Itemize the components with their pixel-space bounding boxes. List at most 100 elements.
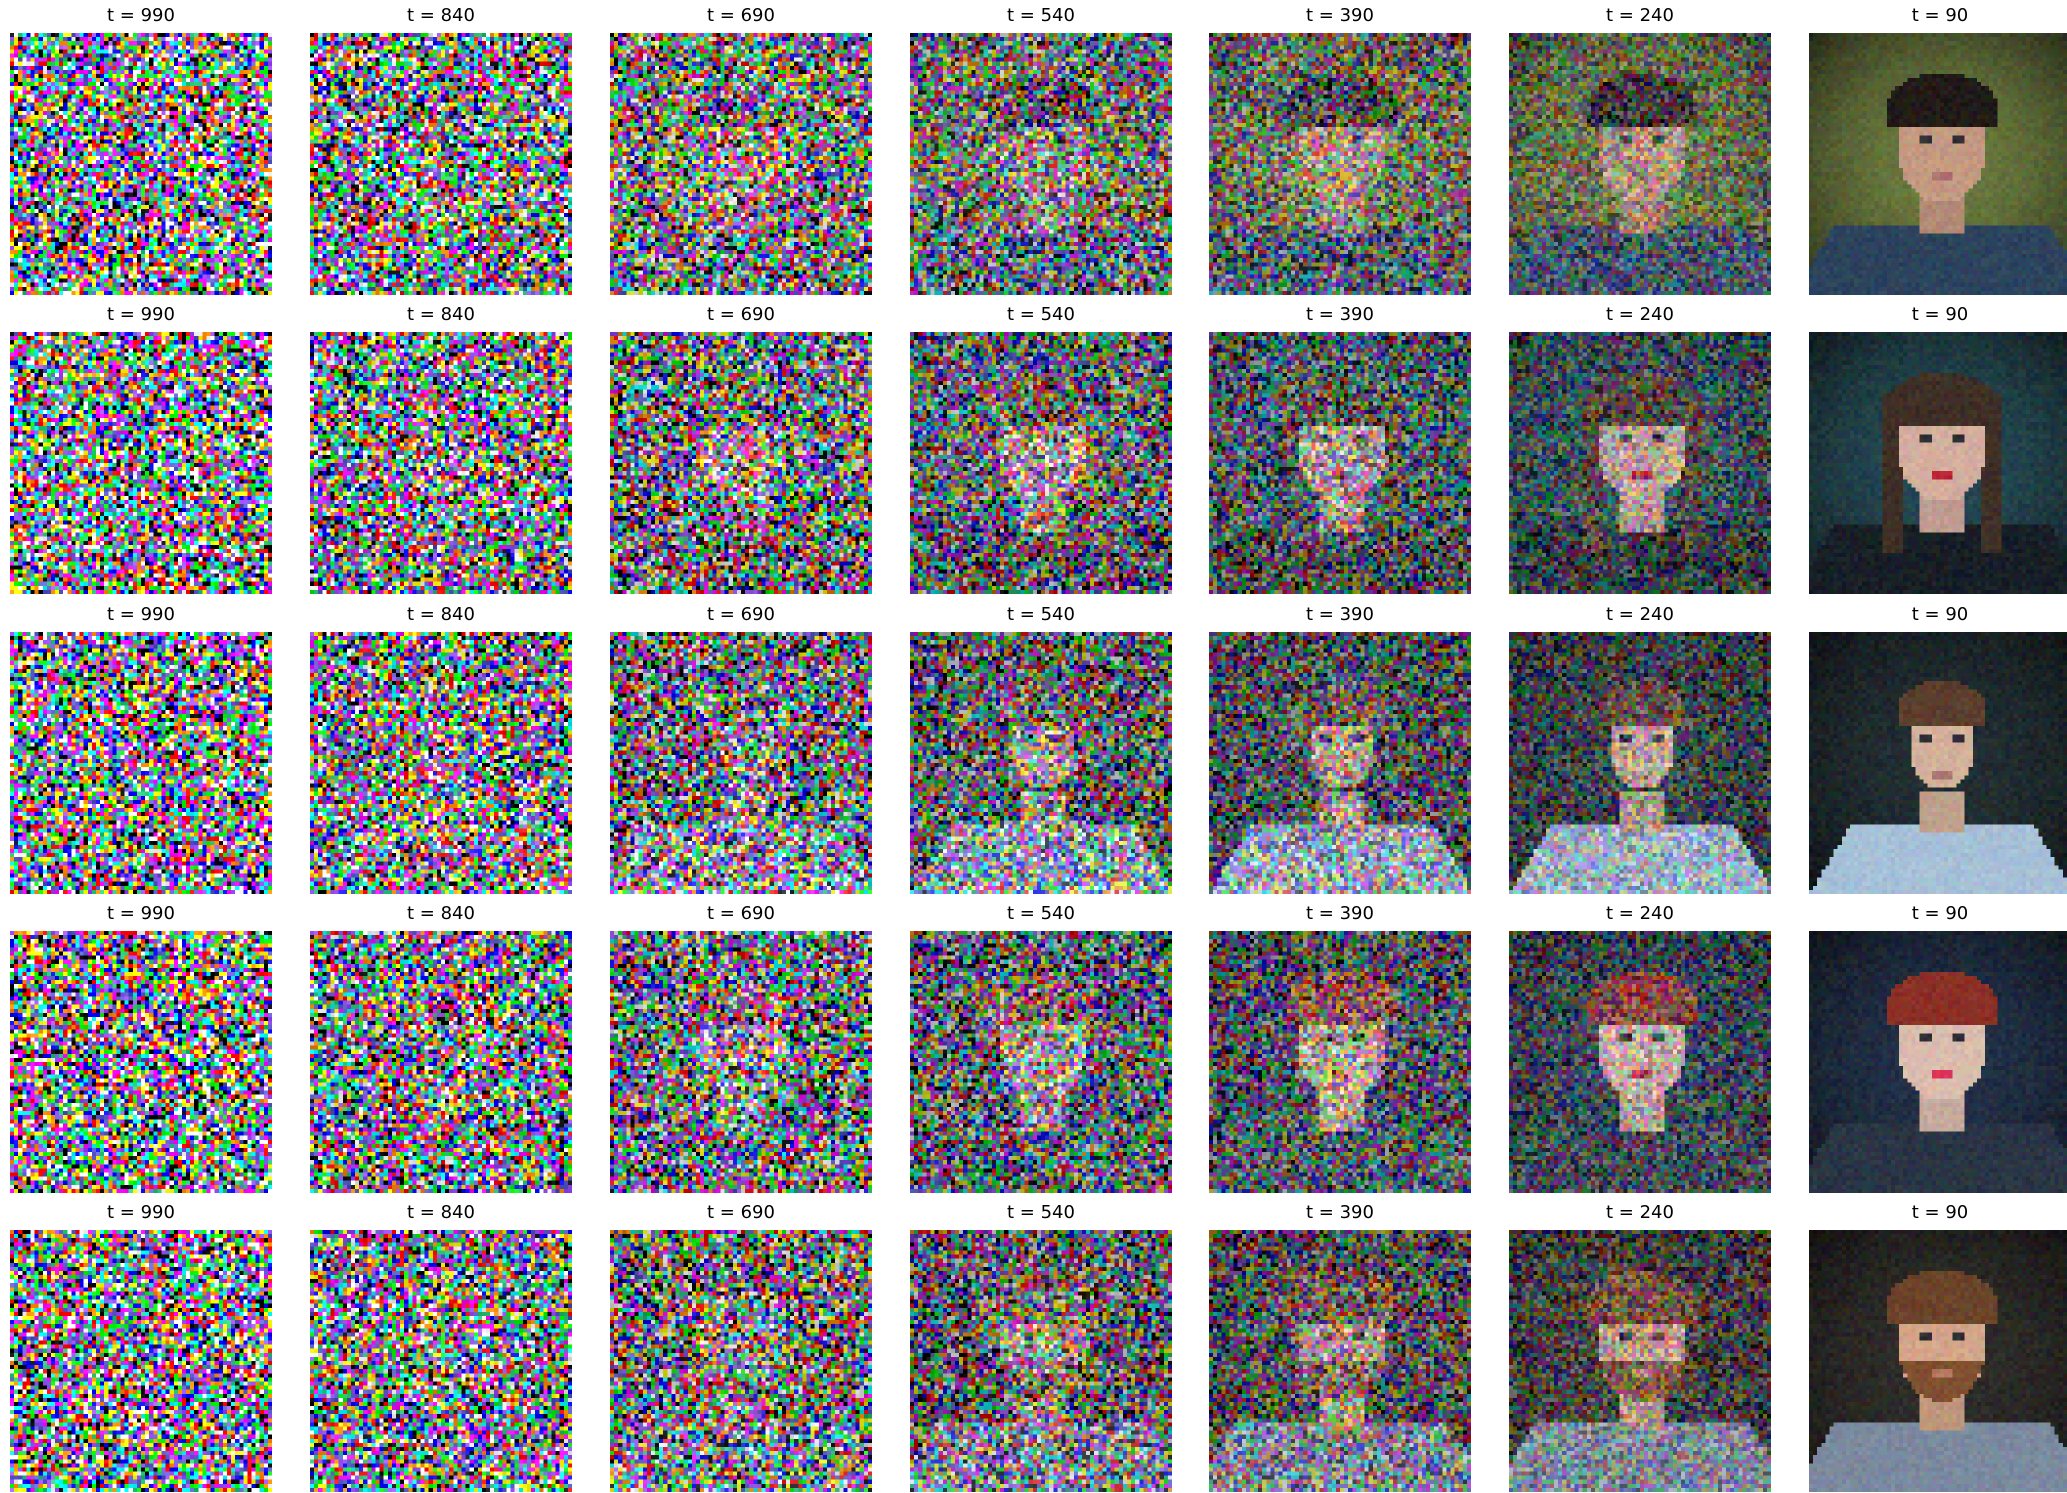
panel-title: t = 540 xyxy=(1007,5,1075,26)
sample-image xyxy=(610,931,872,1193)
panel-title: t = 840 xyxy=(407,304,475,325)
sample-image xyxy=(1809,33,2067,295)
sample-panel: t = 240 xyxy=(1509,900,1771,1194)
sample-panel: t = 90 xyxy=(1809,301,2067,595)
sample-panel: t = 840 xyxy=(310,301,572,595)
sample-panel: t = 990 xyxy=(10,2,272,296)
sample-panel: t = 690 xyxy=(610,2,872,296)
panel-title: t = 690 xyxy=(707,903,775,924)
sample-image xyxy=(310,332,572,594)
sample-image xyxy=(910,931,1172,1193)
sample-panel: t = 690 xyxy=(610,900,872,1194)
panel-title: t = 540 xyxy=(1007,903,1075,924)
panel-title: t = 990 xyxy=(107,1202,175,1223)
panel-title: t = 390 xyxy=(1306,604,1374,625)
sample-image xyxy=(1509,632,1771,894)
sample-panel: t = 840 xyxy=(310,1199,572,1493)
panel-title: t = 90 xyxy=(1911,1202,1969,1223)
panel-title: t = 840 xyxy=(407,5,475,26)
sample-image xyxy=(610,332,872,594)
panel-title: t = 840 xyxy=(407,604,475,625)
sample-image xyxy=(1509,931,1771,1193)
sample-image xyxy=(610,33,872,295)
sample-image xyxy=(10,1230,272,1492)
sample-panel: t = 390 xyxy=(1209,601,1471,895)
sample-panel: t = 990 xyxy=(10,1199,272,1493)
sample-panel: t = 990 xyxy=(10,301,272,595)
panel-title: t = 90 xyxy=(1911,604,1969,625)
panel-title: t = 240 xyxy=(1606,304,1674,325)
sample-image xyxy=(610,1230,872,1492)
sample-image xyxy=(910,33,1172,295)
sample-image xyxy=(1509,1230,1771,1492)
sample-image xyxy=(310,1230,572,1492)
panel-title: t = 390 xyxy=(1306,903,1374,924)
panel-title: t = 90 xyxy=(1911,903,1969,924)
sample-image xyxy=(310,33,572,295)
sample-panel: t = 690 xyxy=(610,1199,872,1493)
sample-image xyxy=(1809,1230,2067,1492)
sample-panel: t = 390 xyxy=(1209,1199,1471,1493)
sample-panel: t = 990 xyxy=(10,900,272,1194)
sample-panel: t = 90 xyxy=(1809,2,2067,296)
sample-panel: t = 90 xyxy=(1809,1199,2067,1493)
sample-panel: t = 90 xyxy=(1809,900,2067,1194)
sample-image xyxy=(1509,33,1771,295)
panel-title: t = 90 xyxy=(1911,5,1969,26)
sample-panel: t = 540 xyxy=(910,2,1172,296)
sample-image xyxy=(10,632,272,894)
sample-image xyxy=(1209,931,1471,1193)
panel-title: t = 690 xyxy=(707,5,775,26)
panel-title: t = 240 xyxy=(1606,604,1674,625)
panel-title: t = 990 xyxy=(107,304,175,325)
sample-panel: t = 690 xyxy=(610,601,872,895)
sample-image xyxy=(1209,33,1471,295)
panel-title: t = 990 xyxy=(107,5,175,26)
panel-title: t = 540 xyxy=(1007,304,1075,325)
sample-image xyxy=(1809,632,2067,894)
sample-image xyxy=(910,332,1172,594)
panel-title: t = 540 xyxy=(1007,604,1075,625)
sample-image xyxy=(910,1230,1172,1492)
panel-title: t = 240 xyxy=(1606,1202,1674,1223)
panel-title: t = 240 xyxy=(1606,5,1674,26)
panel-title: t = 390 xyxy=(1306,1202,1374,1223)
sample-panel: t = 240 xyxy=(1509,301,1771,595)
sample-image xyxy=(1809,332,2067,594)
panel-title: t = 90 xyxy=(1911,304,1969,325)
sample-panel: t = 240 xyxy=(1509,2,1771,296)
sample-image xyxy=(1809,931,2067,1193)
sample-image xyxy=(310,931,572,1193)
sample-panel: t = 840 xyxy=(310,601,572,895)
sample-panel: t = 540 xyxy=(910,900,1172,1194)
sample-panel: t = 390 xyxy=(1209,900,1471,1194)
sample-image xyxy=(1209,332,1471,594)
sample-panel: t = 540 xyxy=(910,601,1172,895)
sample-image xyxy=(1509,332,1771,594)
panel-title: t = 390 xyxy=(1306,5,1374,26)
panel-title: t = 990 xyxy=(107,604,175,625)
sample-image xyxy=(10,332,272,594)
panel-title: t = 390 xyxy=(1306,304,1374,325)
sample-panel: t = 540 xyxy=(910,1199,1172,1493)
sample-image xyxy=(310,632,572,894)
panel-title: t = 240 xyxy=(1606,903,1674,924)
sample-panel: t = 240 xyxy=(1509,1199,1771,1493)
sample-panel: t = 690 xyxy=(610,301,872,595)
panel-title: t = 540 xyxy=(1007,1202,1075,1223)
sample-panel: t = 840 xyxy=(310,2,572,296)
sample-panel: t = 90 xyxy=(1809,601,2067,895)
sample-image xyxy=(1209,1230,1471,1492)
panel-title: t = 690 xyxy=(707,1202,775,1223)
sample-panel: t = 390 xyxy=(1209,2,1471,296)
panel-title: t = 990 xyxy=(107,903,175,924)
sample-image xyxy=(910,632,1172,894)
sample-image xyxy=(610,632,872,894)
sample-panel: t = 390 xyxy=(1209,301,1471,595)
sample-panel: t = 990 xyxy=(10,601,272,895)
sample-image xyxy=(10,931,272,1193)
panel-title: t = 840 xyxy=(407,1202,475,1223)
sample-image xyxy=(1209,632,1471,894)
sample-panel: t = 240 xyxy=(1509,601,1771,895)
